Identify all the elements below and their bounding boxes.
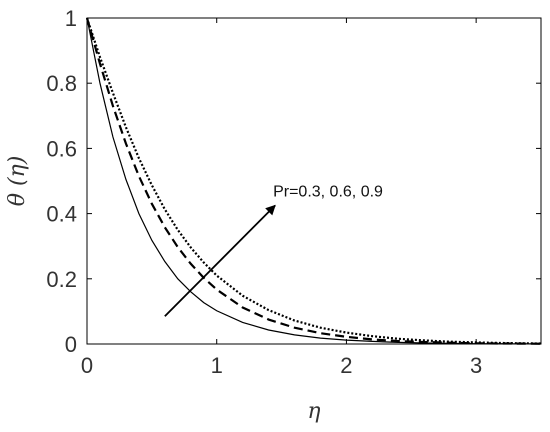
y-axis-label: θ (η) <box>5 156 30 207</box>
x-tick-label: 2 <box>340 353 352 378</box>
plot-frame <box>86 17 542 345</box>
annotation-arrow <box>164 204 276 317</box>
y-tick-label: 1 <box>65 6 77 31</box>
series-line-1-solid <box>86 17 542 345</box>
annotation-label: Pr=0.3, 0.6, 0.9 <box>273 183 383 200</box>
y-tick-label: 0.6 <box>46 136 77 161</box>
series-line-2-dashed <box>85 17 542 345</box>
x-axis-label: η <box>307 399 320 424</box>
y-tick-label: 0.4 <box>46 202 77 227</box>
x-tick-label: 0 <box>81 353 93 378</box>
y-tick-label: 0 <box>65 332 77 357</box>
x-tick-label: 3 <box>470 353 482 378</box>
x-tick-label: 1 <box>211 353 223 378</box>
y-tick-label: 0.8 <box>46 71 77 96</box>
series-line-3-dotted <box>85 17 542 345</box>
y-tick-label: 0.2 <box>46 267 77 292</box>
